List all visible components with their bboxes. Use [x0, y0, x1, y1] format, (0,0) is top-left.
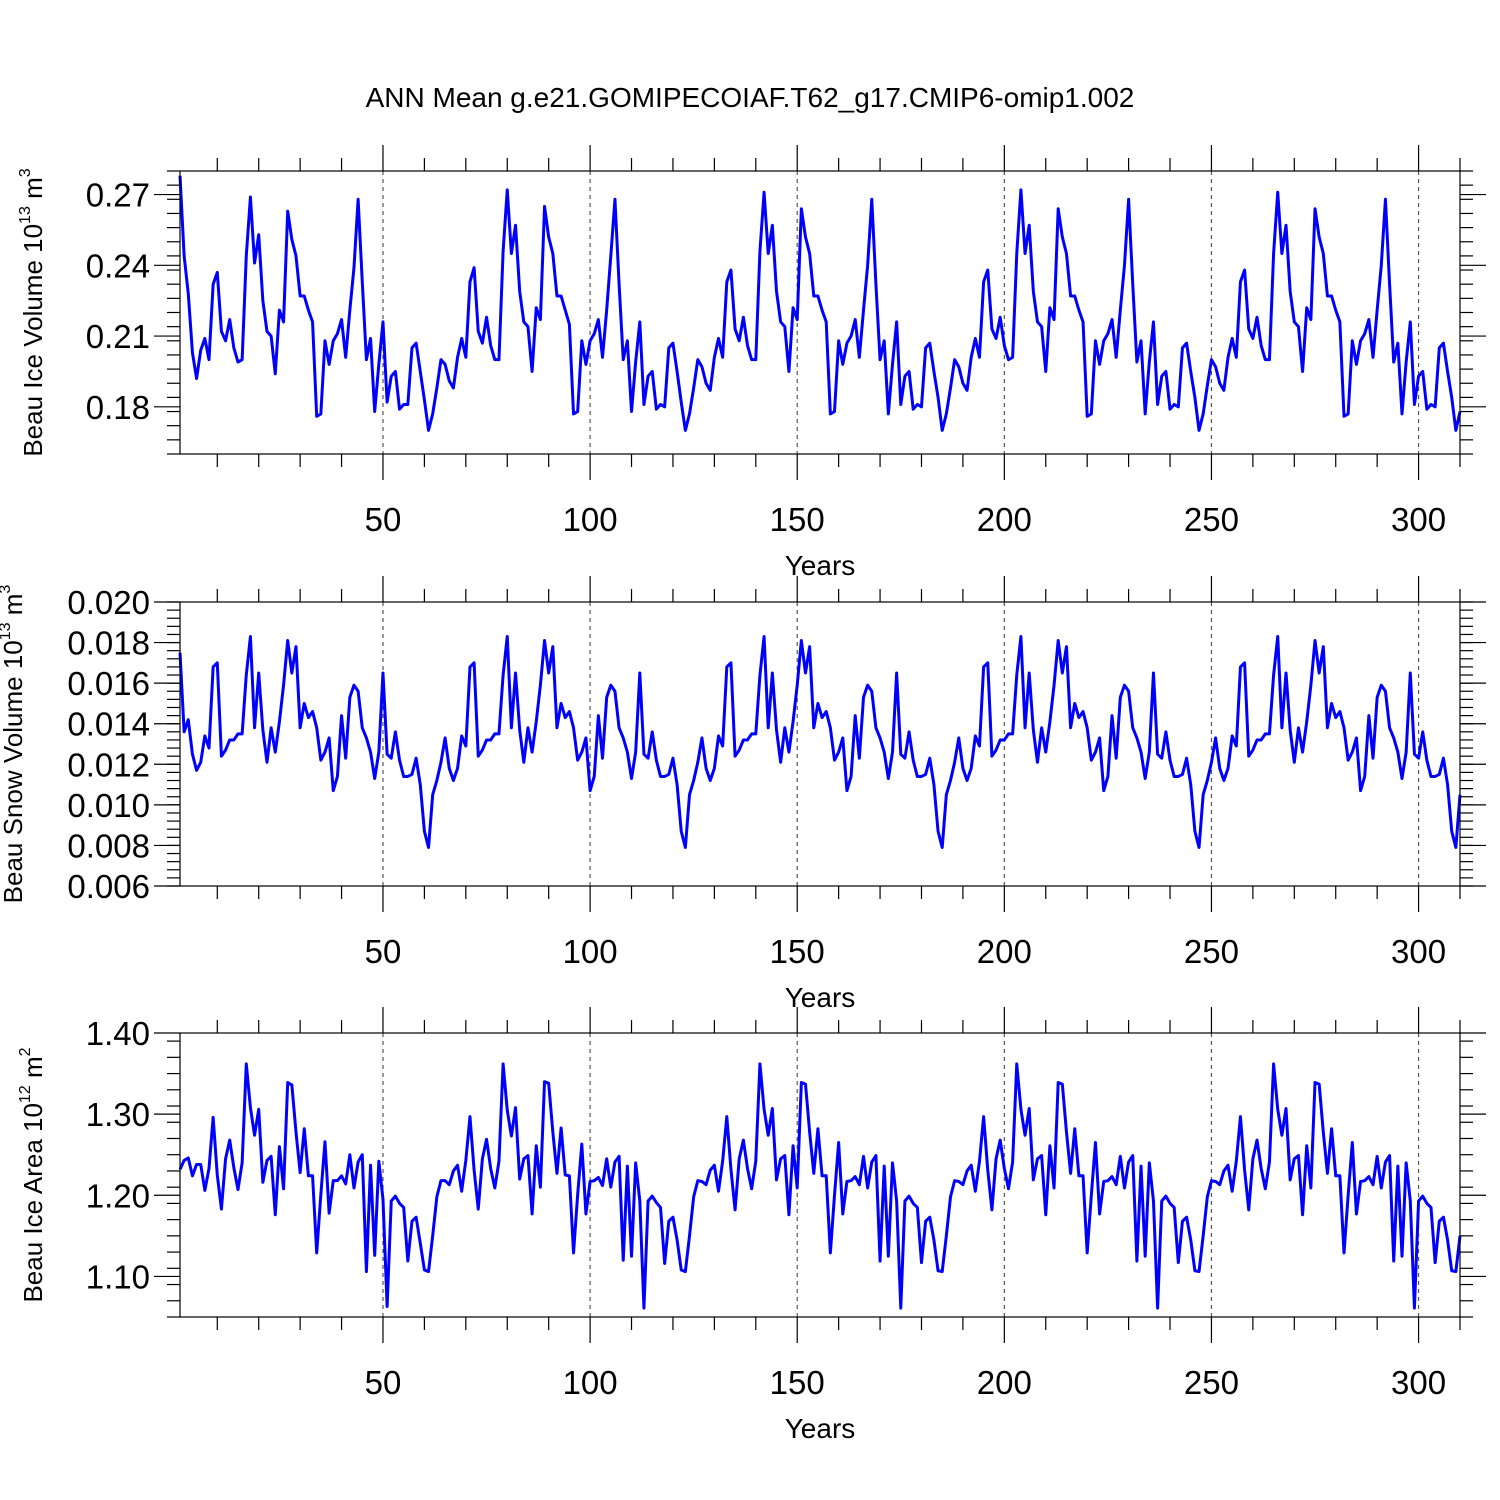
y-tick-label: 0.24: [86, 247, 150, 284]
y-axis-title-text: Beau Ice Area 10: [18, 1103, 48, 1302]
y-axis-title: Beau Ice Area 1012 m2: [17, 1047, 48, 1302]
y-tick-label: 1.40: [86, 1015, 150, 1052]
y-tick-label: 0.008: [67, 827, 150, 864]
x-tick-label: 250: [1184, 1364, 1239, 1401]
x-tick-label: 150: [770, 501, 825, 538]
plot-frame: [179, 1032, 1461, 1318]
y-axis-title-unit: m: [18, 1056, 48, 1085]
y-tick-label: 0.012: [67, 746, 150, 783]
plot-frame: [179, 170, 1461, 455]
y-axis-title-exponent: 12: [17, 1085, 34, 1103]
x-tick-label: 100: [563, 501, 618, 538]
x-tick-label: 200: [977, 933, 1032, 970]
y-tick-label: 0.016: [67, 665, 150, 702]
y-axis-title-unit-exponent: 3: [0, 585, 14, 594]
y-tick-label: 0.21: [86, 318, 150, 355]
x-axis-title: Years: [785, 550, 856, 581]
y-axis-title-text: Beau Ice Volume 10: [18, 224, 48, 457]
y-axis-title-unit-exponent: 3: [17, 168, 34, 177]
x-tick-label: 250: [1184, 933, 1239, 970]
x-tick-label: 300: [1391, 1364, 1446, 1401]
y-tick-label: 1.10: [86, 1258, 150, 1295]
x-tick-label: 250: [1184, 501, 1239, 538]
plot-frame: [179, 601, 1461, 887]
y-tick-label: 1.20: [86, 1177, 150, 1214]
y-tick-label: 0.018: [67, 625, 150, 662]
y-axis-title: Beau Ice Volume 1013 m3: [17, 168, 48, 456]
y-tick-label: 0.014: [67, 706, 150, 743]
x-tick-label: 200: [977, 1364, 1032, 1401]
y-tick-label: 0.020: [67, 584, 150, 621]
x-tick-label: 300: [1391, 501, 1446, 538]
y-tick-label: 0.006: [67, 868, 150, 905]
panel-3: 1.10 1.20 1.30 1.40 50 100 150 200 250 300 Years Be…: [17, 1007, 1486, 1444]
y-axis-title-exponent: 13: [0, 622, 14, 640]
x-tick-label: 200: [977, 501, 1032, 538]
x-tick-label: 100: [563, 1364, 618, 1401]
y-axis-title-unit: m: [0, 594, 28, 623]
y-axis-title-unit-exponent: 2: [17, 1047, 34, 1056]
y-axis-title: Beau Snow Volume 1013 m3: [0, 585, 28, 904]
x-tick-label: 50: [365, 933, 402, 970]
y-axis-title-text: Beau Snow Volume 10: [0, 640, 28, 903]
y-tick-label: 0.27: [86, 177, 150, 214]
x-tick-label: 150: [770, 1364, 825, 1401]
y-tick-label: 0.010: [67, 787, 150, 824]
x-tick-label: 100: [563, 933, 618, 970]
series-line: [178, 634, 1462, 849]
chart-title: ANN Mean g.e21.GOMIPECOIAF.T62_g17.CMIP6…: [366, 82, 1135, 113]
x-tick-label: 150: [770, 933, 825, 970]
y-axis-title-exponent: 13: [17, 206, 34, 224]
series-line: [178, 1062, 1462, 1310]
y-tick-label: 0.18: [86, 389, 150, 426]
y-tick-label: 1.30: [86, 1096, 150, 1133]
x-tick-label: 50: [365, 501, 402, 538]
x-axis-title: Years: [785, 1413, 856, 1444]
x-axis-title: Years: [785, 982, 856, 1013]
panel-1: 0.18 0.21 0.24 0.27 50 100 150 200 250 300 Years Be…: [17, 145, 1486, 581]
y-axis-title-unit: m: [18, 177, 48, 206]
x-tick-label: 300: [1391, 933, 1446, 970]
series-line: [178, 175, 1462, 432]
x-tick-label: 50: [365, 1364, 402, 1401]
